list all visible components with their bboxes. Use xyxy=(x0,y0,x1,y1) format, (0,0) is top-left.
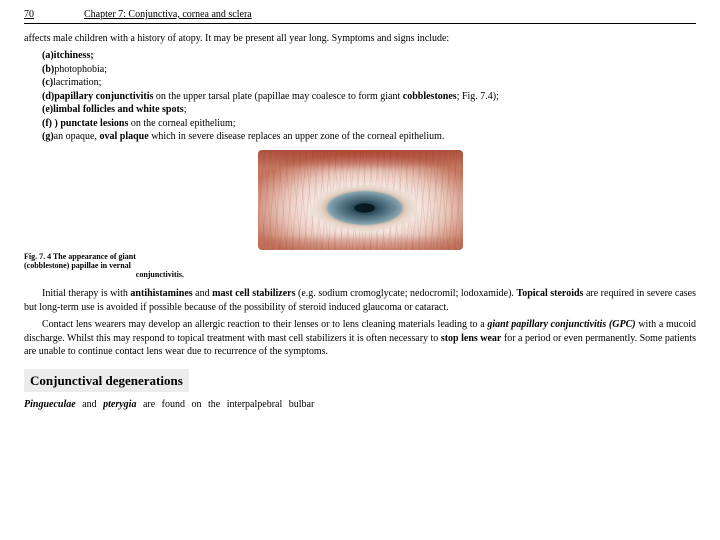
contact-lens-paragraph: Contact lens wearers may develop an alle… xyxy=(24,318,696,359)
page-number: 70 xyxy=(24,8,84,22)
degenerations-paragraph: Pingueculae and pterygia are found on th… xyxy=(24,398,696,412)
figure-block: Fig. 7. 4 The appearance of giant (cobbl… xyxy=(24,150,696,280)
list-item: (f) ) punctate lesions on the corneal ep… xyxy=(42,117,696,131)
therapy-paragraph: Initial therapy is with antihistamines a… xyxy=(24,287,696,314)
list-item: (g)an opaque, oval plaque which in sever… xyxy=(42,130,696,144)
list-item: (e)limbal follicles and white spots; xyxy=(42,103,696,117)
symptom-list: (a)itchiness; (b)photophobia; (c)lacrima… xyxy=(42,49,696,144)
list-item: (c)lacrimation; xyxy=(42,76,696,90)
page-header: 70 Chapter 7: Conjunctiva, cornea and sc… xyxy=(24,8,696,24)
list-item: (a)itchiness; xyxy=(42,49,696,63)
figure-caption: Fig. 7. 4 The appearance of giant (cobbl… xyxy=(24,252,184,280)
list-item: (b)photophobia; xyxy=(42,63,696,77)
intro-paragraph: affects male children with a history of … xyxy=(24,32,696,46)
figure-image-eye xyxy=(258,150,463,250)
list-item: (d)papillary conjunctivitis on the upper… xyxy=(42,90,696,104)
section-heading: Conjunctival degenerations xyxy=(24,369,189,393)
chapter-title: Chapter 7: Conjunctiva, cornea and scler… xyxy=(84,8,252,22)
